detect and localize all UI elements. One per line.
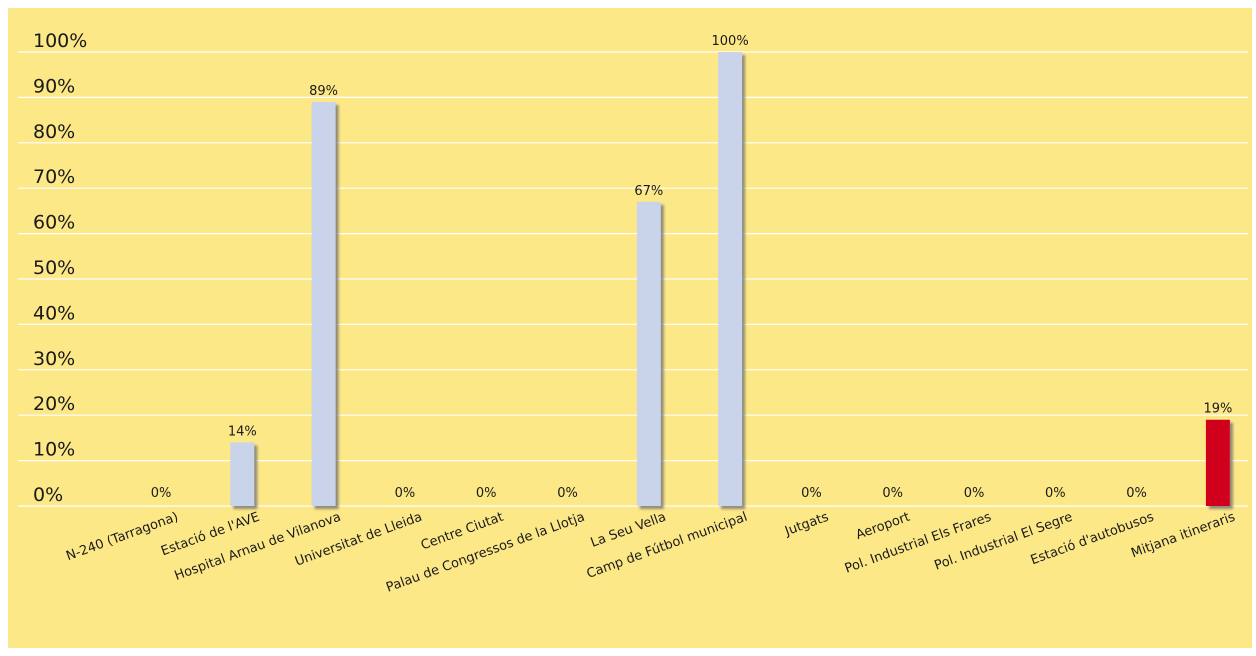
data-label: 100% <box>712 34 749 49</box>
data-label: 0% <box>882 486 903 501</box>
y-tick-label: 20% <box>33 393 75 415</box>
y-tick-label: 40% <box>33 302 75 324</box>
data-label: 0% <box>395 486 416 501</box>
category-label: Pol. Industrial Els Frares <box>843 510 994 577</box>
data-label: 0% <box>151 486 172 501</box>
data-label: 14% <box>228 424 257 439</box>
data-label: 19% <box>1203 402 1232 417</box>
y-tick-label: 90% <box>33 75 75 97</box>
category-label: Pol. Industrial El Segre <box>933 510 1075 574</box>
y-tick-label: 100% <box>33 30 87 52</box>
bar <box>1205 419 1230 506</box>
y-tick-label: 50% <box>33 257 75 279</box>
bar <box>718 52 743 506</box>
y-tick-label: 70% <box>33 166 75 188</box>
data-label: 89% <box>309 84 338 99</box>
y-tick-label: 60% <box>33 212 75 234</box>
data-label: 0% <box>476 486 497 501</box>
data-label: 0% <box>557 486 578 501</box>
y-tick-label: 80% <box>33 121 75 143</box>
category-label: Jutgats <box>782 510 831 540</box>
data-label: 0% <box>964 486 985 501</box>
bar <box>311 101 336 506</box>
bar <box>636 201 661 506</box>
y-tick-label: 30% <box>33 348 75 370</box>
bar <box>230 442 255 506</box>
data-label: 0% <box>1126 486 1147 501</box>
data-label: 67% <box>634 184 663 199</box>
y-tick-label: 10% <box>33 439 75 461</box>
category-label: Aeroport <box>854 510 912 543</box>
y-tick-label: 0% <box>33 484 63 506</box>
data-label: 0% <box>1045 486 1066 501</box>
chart-panel <box>8 8 1252 648</box>
data-label: 0% <box>801 486 822 501</box>
category-label: Camp de Fútbol municipal <box>585 510 750 582</box>
